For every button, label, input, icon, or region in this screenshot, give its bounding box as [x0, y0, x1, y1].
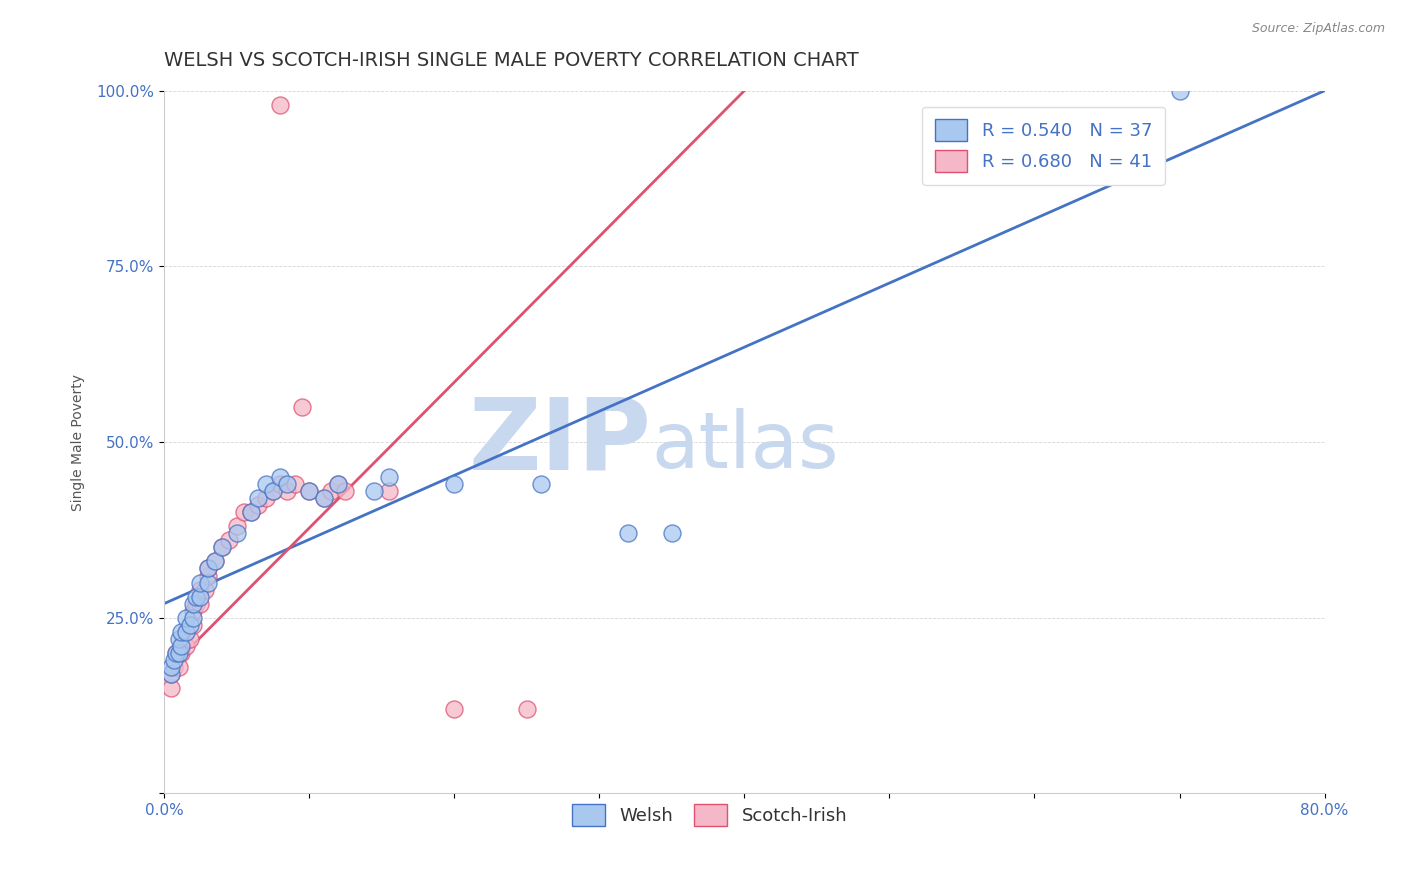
- Point: [194, 582, 217, 597]
- Point: [211, 541, 233, 555]
- Point: [661, 526, 683, 541]
- Point: [225, 519, 247, 533]
- Point: [174, 610, 197, 624]
- Point: [181, 617, 204, 632]
- Point: [211, 541, 233, 555]
- Point: [269, 470, 291, 484]
- Point: [269, 477, 291, 491]
- Point: [516, 702, 538, 716]
- Point: [443, 702, 465, 716]
- Point: [363, 484, 385, 499]
- Point: [163, 660, 186, 674]
- Point: [197, 575, 219, 590]
- Point: [218, 533, 240, 548]
- Point: [291, 400, 314, 414]
- Point: [335, 484, 357, 499]
- Point: [167, 646, 190, 660]
- Text: atlas: atlas: [651, 408, 839, 483]
- Point: [298, 484, 321, 499]
- Point: [232, 505, 254, 519]
- Point: [170, 639, 193, 653]
- Point: [312, 491, 335, 506]
- Point: [188, 590, 211, 604]
- Point: [167, 660, 190, 674]
- Point: [378, 470, 401, 484]
- Point: [188, 597, 211, 611]
- Point: [163, 653, 186, 667]
- Point: [165, 646, 187, 660]
- Point: [319, 484, 342, 499]
- Point: [160, 681, 183, 695]
- Point: [204, 554, 226, 568]
- Point: [269, 97, 291, 112]
- Point: [174, 624, 197, 639]
- Text: WELSH VS SCOTCH-IRISH SINGLE MALE POVERTY CORRELATION CHART: WELSH VS SCOTCH-IRISH SINGLE MALE POVERT…: [165, 51, 859, 70]
- Point: [262, 484, 284, 499]
- Point: [174, 624, 197, 639]
- Text: ZIP: ZIP: [468, 393, 651, 491]
- Point: [167, 646, 190, 660]
- Point: [328, 477, 350, 491]
- Y-axis label: Single Male Poverty: Single Male Poverty: [72, 374, 86, 510]
- Point: [247, 498, 270, 512]
- Point: [262, 484, 284, 499]
- Point: [443, 477, 465, 491]
- Point: [378, 484, 401, 499]
- Point: [1168, 84, 1191, 98]
- Point: [170, 646, 193, 660]
- Point: [165, 646, 187, 660]
- Point: [284, 477, 307, 491]
- Point: [170, 624, 193, 639]
- Point: [172, 632, 194, 646]
- Point: [254, 477, 277, 491]
- Point: [184, 590, 207, 604]
- Point: [530, 477, 553, 491]
- Point: [160, 666, 183, 681]
- Point: [188, 575, 211, 590]
- Point: [276, 484, 298, 499]
- Point: [617, 526, 640, 541]
- Point: [298, 484, 321, 499]
- Point: [276, 477, 298, 491]
- Point: [181, 597, 204, 611]
- Point: [179, 632, 201, 646]
- Point: [254, 491, 277, 506]
- Point: [184, 597, 207, 611]
- Text: Source: ZipAtlas.com: Source: ZipAtlas.com: [1251, 22, 1385, 36]
- Point: [160, 666, 183, 681]
- Point: [312, 491, 335, 506]
- Point: [167, 632, 190, 646]
- Point: [181, 604, 204, 618]
- Point: [240, 505, 263, 519]
- Point: [174, 639, 197, 653]
- Point: [188, 582, 211, 597]
- Point: [179, 617, 201, 632]
- Point: [225, 526, 247, 541]
- Point: [197, 568, 219, 582]
- Point: [160, 660, 183, 674]
- Legend: Welsh, Scotch-Irish: Welsh, Scotch-Irish: [565, 797, 855, 833]
- Point: [197, 561, 219, 575]
- Point: [247, 491, 270, 506]
- Point: [328, 477, 350, 491]
- Point: [197, 561, 219, 575]
- Point: [240, 505, 263, 519]
- Point: [204, 554, 226, 568]
- Point: [181, 610, 204, 624]
